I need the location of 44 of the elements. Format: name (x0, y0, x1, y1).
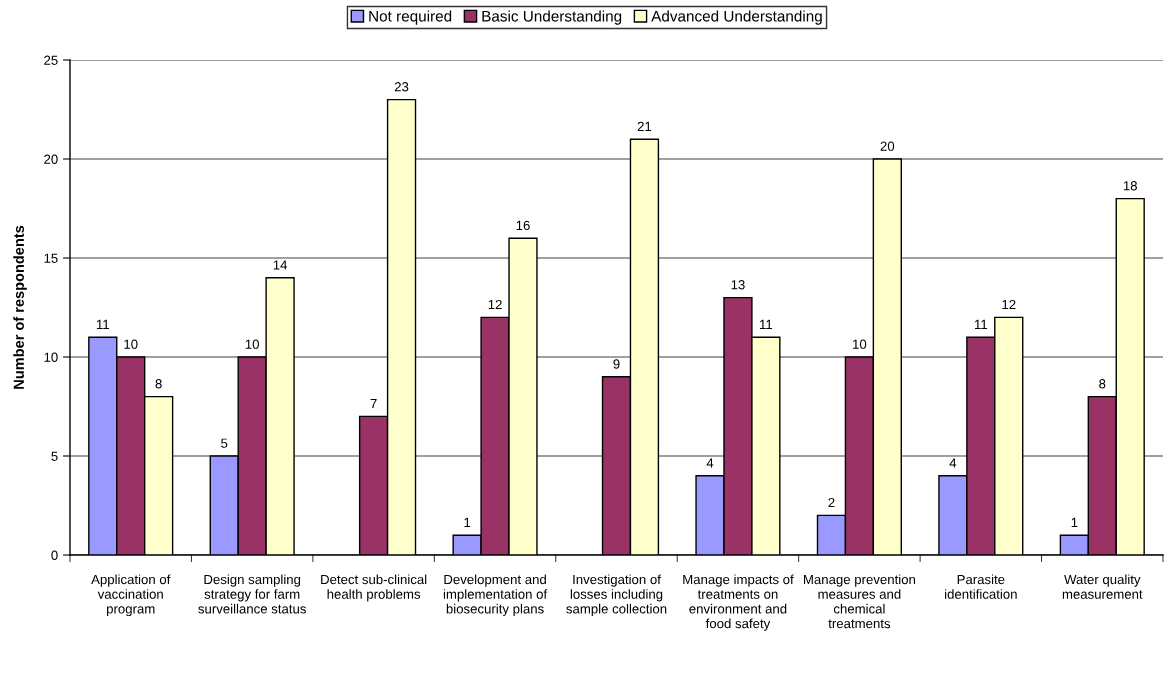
x-tick-label: Parasite identification (945, 574, 1017, 599)
data-label: 2 (828, 497, 835, 508)
data-label: 10 (853, 339, 867, 349)
y-tick-label: 5 (51, 451, 58, 461)
x-tick-label: Manage prevention measures and chemical treatments (803, 574, 916, 629)
legend-label: Advanced Understanding (651, 10, 822, 25)
x-tick-label: Water quality measurement (1062, 574, 1143, 599)
data-label: 12 (488, 299, 502, 310)
x-tick-label: Investigation of losses including sample collection (566, 574, 667, 617)
data-label: 11 (760, 319, 773, 329)
x-tick-label: Development and implementation of biosecurity plans (443, 574, 548, 617)
data-label: 11 (96, 319, 109, 329)
y-tick-label: 10 (44, 352, 58, 362)
y-tick-label: 15 (44, 253, 58, 263)
data-label: 23 (394, 82, 409, 92)
y-tick-label: 0 (51, 550, 58, 560)
x-tick-label: Design sampling strategy for farm surveillance status (198, 574, 306, 614)
data-label: 9 (613, 359, 620, 369)
y-tick-label: 20 (44, 154, 58, 164)
legend-label: Basic Understanding (482, 10, 622, 25)
x-tick-label: Application of vaccination program (91, 574, 171, 617)
data-label: 5 (221, 438, 228, 448)
data-label: 8 (1099, 379, 1106, 389)
data-label: 11 (974, 319, 988, 329)
y-axis-title: Number of respondents (13, 225, 27, 389)
data-label: 14 (273, 260, 288, 270)
data-label: 13 (731, 280, 745, 290)
data-label: 4 (706, 458, 714, 468)
data-label: 12 (1002, 299, 1016, 310)
data-label: 4 (949, 458, 957, 468)
legend-label: Not required (369, 10, 452, 25)
data-label: 21 (637, 121, 652, 131)
y-tick-label: 25 (44, 55, 58, 65)
x-tick-label: Detect sub-clinical health problems (321, 574, 427, 602)
data-label: 18 (1123, 181, 1137, 191)
data-label: 7 (370, 399, 377, 409)
data-label: 10 (245, 339, 259, 349)
data-label: 1 (464, 517, 471, 527)
data-label: 10 (124, 339, 138, 349)
data-label: 16 (516, 220, 530, 231)
data-label: 20 (880, 141, 895, 151)
data-label: 1 (1071, 517, 1078, 527)
x-tick-label: Manage impacts of treatments on environment and food safety (683, 574, 794, 631)
data-label: 8 (155, 379, 162, 389)
